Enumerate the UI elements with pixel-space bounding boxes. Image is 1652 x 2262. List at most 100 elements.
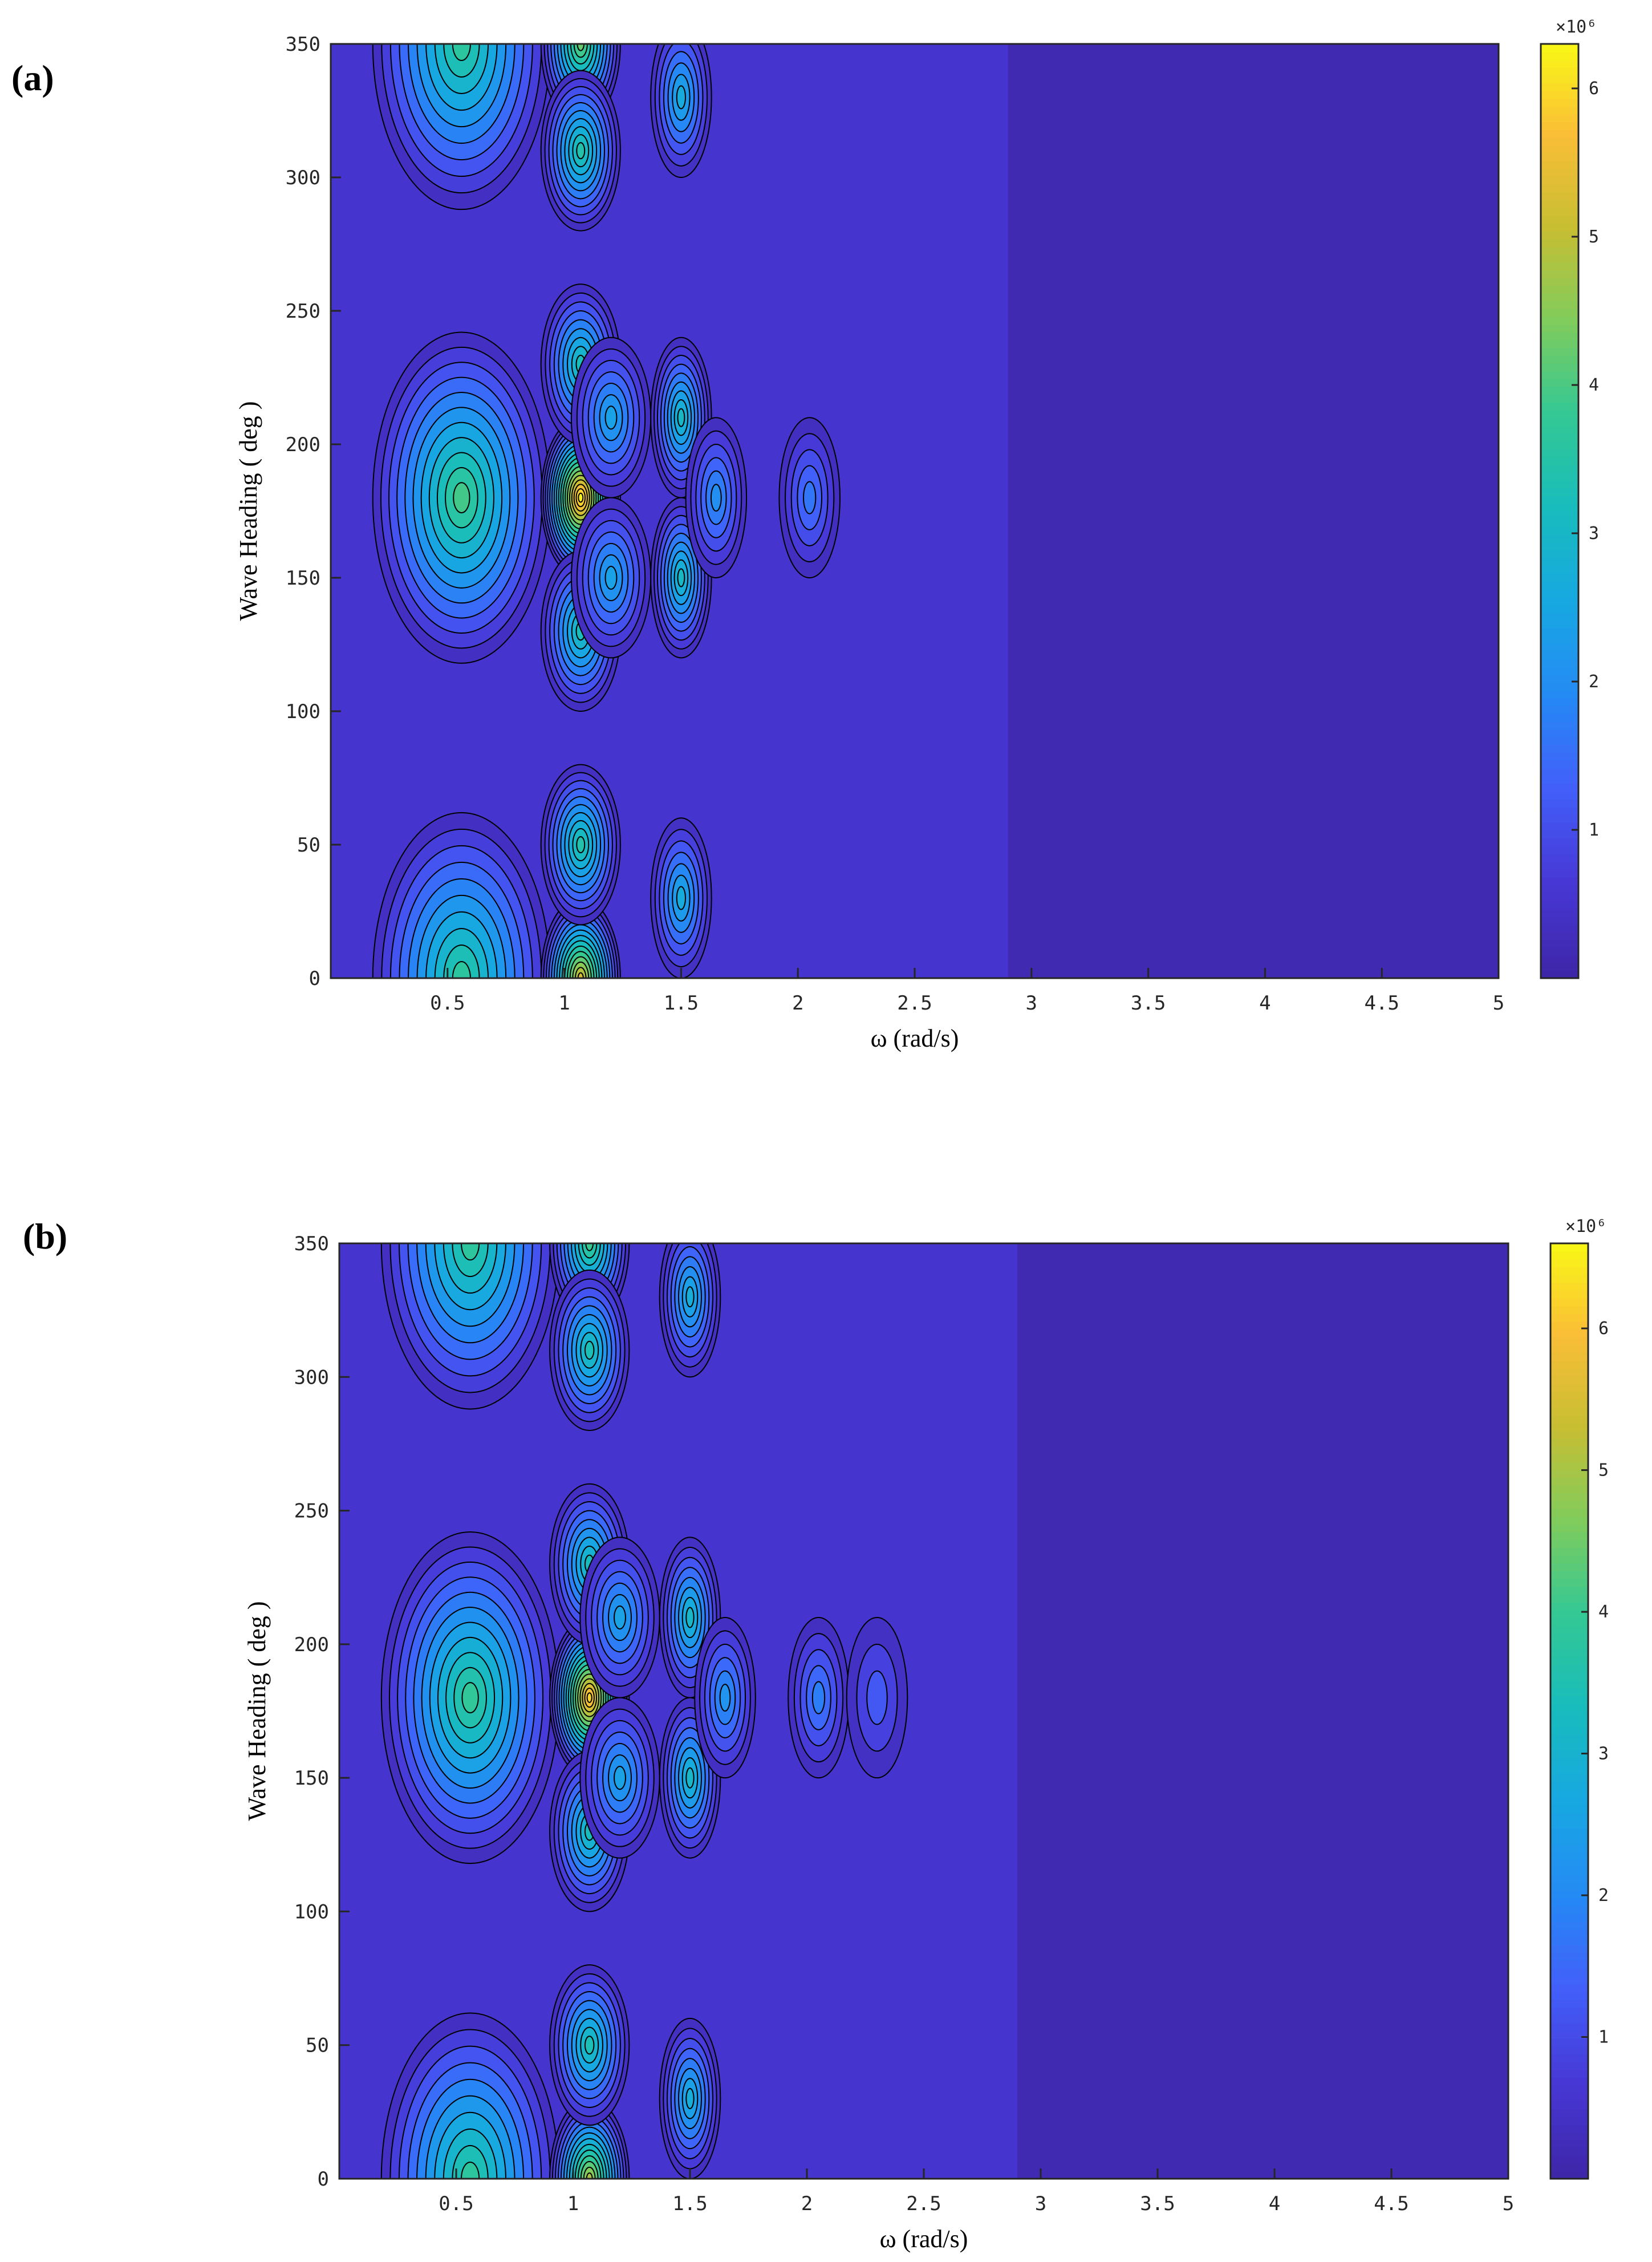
contour-ring (584, 2036, 595, 2055)
colorbar-step (1541, 581, 1578, 590)
colorbar-step (1550, 1586, 1588, 1595)
contour-peak (380, 2012, 560, 2179)
contour-peak (570, 337, 652, 498)
colorbar-step (1541, 635, 1578, 644)
x-tick-label: 3 (1035, 2192, 1046, 2215)
colorbar-step (1550, 1765, 1588, 1774)
x-tick-label: 4.5 (1374, 2192, 1409, 2215)
colorbar-step (1541, 230, 1578, 240)
colorbar-step (1550, 1633, 1588, 1641)
colorbar-step (1541, 67, 1578, 76)
colorbar-step (1550, 1618, 1588, 1626)
x-tick-label: 3.5 (1131, 992, 1166, 1015)
colorbar-step (1541, 776, 1578, 784)
contour-ring (586, 2172, 593, 2179)
colorbar-step (1550, 2132, 1588, 2141)
colorbar-step (1541, 238, 1578, 247)
colorbar-step (1550, 1695, 1588, 1704)
colorbar-step (1541, 121, 1578, 131)
colorbar-step (1541, 651, 1578, 660)
contour-ring (710, 484, 722, 512)
colorbar-step (1541, 488, 1578, 496)
colorbar-tick-label: 3 (1598, 1744, 1609, 1764)
colorbar-step (1541, 75, 1578, 84)
colorbar-step (1541, 923, 1578, 933)
colorbar-step (1550, 1539, 1588, 1548)
colorbar-tick-label: 6 (1598, 1319, 1609, 1339)
colorbar-step (1550, 1999, 1588, 2008)
contour-peak (549, 2098, 630, 2179)
colorbar-step (1550, 2124, 1588, 2133)
colorbar-step (1541, 347, 1578, 356)
colorbar-step (1550, 1314, 1588, 1322)
contour-chart-b: 0.5 1 1.5 2 2.5 3 3.5 4 4.5 505010015020025030035… (243, 1217, 1609, 2253)
colorbar-step (1550, 2163, 1588, 2172)
colorbar-tick-label: 1 (1598, 2028, 1609, 2048)
y-tick-label: 50 (297, 834, 320, 857)
y-tick-label: 250 (286, 300, 320, 323)
colorbar-step (1541, 674, 1578, 683)
colorbar-step (1550, 1976, 1588, 1985)
colorbar-step (1541, 557, 1578, 566)
colorbar-step (1541, 168, 1578, 177)
colorbar-step (1550, 1648, 1588, 1657)
colorbar-step (1550, 2062, 1588, 2070)
colorbar-step (1541, 534, 1578, 543)
colorbar-step (1541, 830, 1578, 839)
colorbar-step (1550, 1259, 1588, 1267)
colorbar-step (1541, 511, 1578, 520)
colorbar-step (1541, 682, 1578, 691)
colorbar-step (1541, 324, 1578, 333)
colorbar-step (1550, 1914, 1588, 1922)
colorbar (1550, 1243, 1588, 2179)
colorbar-step (1550, 1711, 1588, 1720)
colorbar-step (1550, 1469, 1588, 1478)
colorbar-step (1541, 59, 1578, 68)
contour-ring (685, 2087, 695, 2110)
colorbar-step (1550, 1290, 1588, 1299)
colorbar (1541, 44, 1578, 979)
colorbar-step (1550, 1461, 1588, 1470)
colorbar-step (1550, 1376, 1588, 1384)
colorbar-tick-label: 5 (1598, 1461, 1609, 1481)
colorbar-step (1550, 1414, 1588, 1424)
colorbar-step (1541, 643, 1578, 652)
y-tick-label: 100 (286, 700, 320, 723)
colorbar-tick-label: 4 (1598, 1602, 1609, 1622)
colorbar-step (1550, 1446, 1588, 1454)
colorbar-step (1541, 518, 1578, 528)
colorbar-step (1550, 2046, 1588, 2055)
colorbar-step (1550, 1726, 1588, 1735)
colorbar-step (1541, 814, 1578, 823)
colorbar-step (1541, 355, 1578, 364)
colorbar-step (1541, 378, 1578, 387)
contour-peak (579, 1697, 660, 1859)
contour-ring (685, 1607, 695, 1628)
contour-ring (685, 1286, 695, 1308)
colorbar-step (1541, 962, 1578, 971)
colorbar-step (1541, 410, 1578, 419)
colorbar-step (1550, 1835, 1588, 1845)
colorbar-step (1550, 1337, 1588, 1345)
colorbar-step (1550, 1610, 1588, 1618)
colorbar-step (1541, 425, 1578, 434)
colorbar-step (1541, 200, 1578, 208)
colorbar-step (1550, 1781, 1588, 1790)
colorbar-step (1541, 129, 1578, 138)
contour-chart-a: 0.5 1 1.5 2 2.5 3 3.5 4 4.5 505010015020025030035… (234, 17, 1599, 1052)
contour-field (331, 44, 1008, 978)
x-axis-label: ω (rad/s) (871, 1024, 959, 1052)
y-axis-label: Wave Heading ( deg ) (234, 402, 262, 621)
colorbar-step (1550, 1703, 1588, 1712)
colorbar-step (1550, 1516, 1588, 1525)
x-tick-label: 1.5 (672, 2192, 707, 2215)
colorbar-step (1550, 1384, 1588, 1392)
contour-peak (380, 1243, 560, 1410)
colorbar-step (1550, 1805, 1588, 1813)
colorbar-step (1541, 806, 1578, 816)
contour-ring (685, 1767, 695, 1789)
colorbar-tick-label: 1 (1589, 820, 1599, 840)
colorbar-step (1550, 1734, 1588, 1743)
contour-ring (578, 492, 584, 503)
colorbar-step (1550, 1922, 1588, 1930)
